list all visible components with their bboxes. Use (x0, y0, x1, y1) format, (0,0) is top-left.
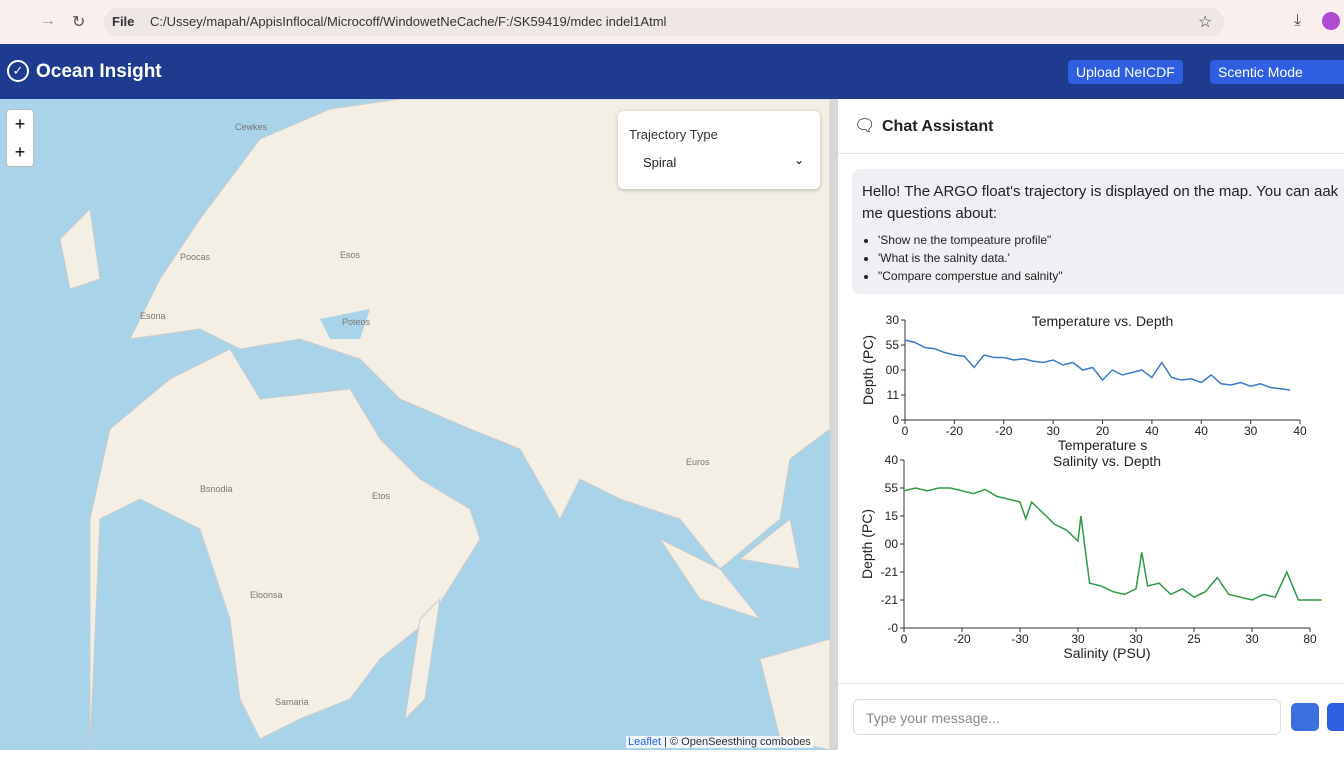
map-label: Etos (372, 491, 391, 501)
trajectory-panel: Trajectory Type Spiral ⌄ (618, 111, 820, 189)
y-tick-label: 00 (886, 363, 900, 377)
send-button[interactable] (1327, 703, 1344, 731)
y-tick-label: 15 (885, 509, 899, 523)
select-arrow[interactable]: ⌄ (794, 153, 805, 167)
x-tick-label: 40 (1195, 424, 1209, 438)
y-tick-label: -21 (881, 593, 899, 607)
x-tick-label: 30 (1245, 632, 1259, 646)
leaflet-link[interactable]: Leaflet (628, 736, 662, 748)
url: C:/Ussey/mapah/AppisInflocal/Microcoff/W… (150, 14, 667, 29)
x-tick-label: 30 (1071, 632, 1085, 646)
data-line (904, 339, 1291, 391)
divider[interactable] (830, 99, 838, 750)
x-tick-label: 30 (1129, 632, 1143, 646)
message-input[interactable]: Type your message... (853, 699, 1281, 735)
zoom-control: + + (6, 109, 34, 167)
file-label: File (112, 14, 135, 29)
x-tick-label: -20 (946, 424, 964, 438)
map-label: Samaria (275, 697, 309, 707)
map-label: Poteos (342, 317, 371, 327)
app-title: Ocean Insight (36, 61, 162, 82)
message-text: Hello! The ARGO float's trajectory is di… (862, 183, 1339, 222)
map-label: Poocas (180, 252, 211, 262)
map-label: Esos (340, 250, 361, 260)
assistant-message: Hello! The ARGO float's trajectory is di… (852, 169, 1344, 294)
map: Cewkes Poocas Esos Esona Poteos Bsnodia … (0, 99, 830, 750)
zoom-out[interactable]: + (14, 142, 26, 162)
y-tick-label: -0 (887, 621, 898, 635)
x-tick-label: 40 (1293, 424, 1307, 438)
chat-title: Chat Assistant (882, 118, 994, 135)
upload-button[interactable]: Upload NeICDF (1068, 60, 1183, 84)
y-tick-label: 55 (886, 338, 900, 352)
attach-button[interactable] (1291, 703, 1319, 731)
trajectory-label: Trajectory Type (629, 127, 718, 142)
y-tick-label: 40 (885, 453, 899, 467)
x-tick-label: -20 (953, 632, 971, 646)
y-axis-label: Depth (PC) (860, 335, 876, 405)
map-label: Esona (140, 311, 166, 321)
chat-panel: 🗨 Chat Assistant Hello! The ARGO float's… (838, 99, 1344, 750)
x-tick-label: 20 (1096, 424, 1110, 438)
x-tick-label: 80 (1303, 632, 1317, 646)
y-tick-label: 30 (886, 313, 900, 327)
map-label: Bsnodia (200, 484, 233, 494)
x-tick-label: 25 (1187, 632, 1201, 646)
download[interactable]: ⤓ (1294, 12, 1302, 29)
reload[interactable]: ↻ (72, 14, 86, 31)
attribution: Leaflet | © OpenSeesthing combobes (626, 736, 813, 748)
map-label: Cewkes (235, 122, 268, 132)
y-tick-label: 0 (892, 413, 899, 427)
chat-icon: 🗨 (854, 116, 876, 135)
profile[interactable] (1322, 12, 1340, 30)
y-axis-label: Depth (PC) (859, 509, 875, 579)
x-tick-label: -20 (995, 424, 1013, 438)
map-label: Euros (686, 457, 710, 467)
x-axis-label: Salinity (PSU) (1063, 645, 1150, 661)
chart-title: Salinity vs. Depth (1053, 453, 1161, 469)
separator (838, 153, 1344, 154)
y-tick-label: 00 (885, 537, 899, 551)
mode-button[interactable]: Scentic Mode (1210, 60, 1344, 84)
y-tick-label: 11 (887, 388, 900, 402)
y-tick-label: 55 (885, 481, 899, 495)
chart-title: Temperature vs. Depth (1032, 313, 1174, 329)
browser-bar: → ↻ File C:/Ussey/mapah/AppisInflocal/Mi… (0, 0, 1344, 44)
suggestion: 'Show ne the tompeature profile" (878, 231, 1344, 249)
osm-attribution: | © OpenSeesthing combobes (664, 736, 811, 748)
zoom-in[interactable]: + (14, 114, 26, 134)
x-tick-label: 40 (1145, 424, 1159, 438)
star[interactable]: ☆ (1198, 14, 1213, 31)
x-tick-label: 30 (1244, 424, 1258, 438)
address-bar[interactable]: File C:/Ussey/mapah/AppisInflocal/Microc… (104, 8, 1224, 36)
suggestion: "Compare comperstue and salnity" (878, 267, 1344, 285)
map-label: Eloonsa (250, 590, 283, 600)
x-axis-label: Temperature s (1058, 437, 1147, 453)
x-tick-label: 30 (1046, 424, 1060, 438)
header: ✓ Ocean Insight Upload NeICDF Scentic Mo… (0, 44, 1344, 99)
x-tick-label: -30 (1011, 632, 1029, 646)
suggestion: 'What is the salnity data.' (878, 249, 1344, 267)
logo: ✓ (7, 60, 29, 82)
map-tiles (59, 99, 830, 750)
trajectory-select[interactable]: Spiral (643, 155, 677, 170)
x-tick-label: 0 (901, 632, 908, 646)
separator (838, 683, 1344, 684)
data-line (903, 487, 1322, 601)
forward[interactable]: → (40, 12, 56, 29)
x-tick-label: 0 (902, 424, 909, 438)
y-tick-label: -21 (881, 565, 899, 579)
